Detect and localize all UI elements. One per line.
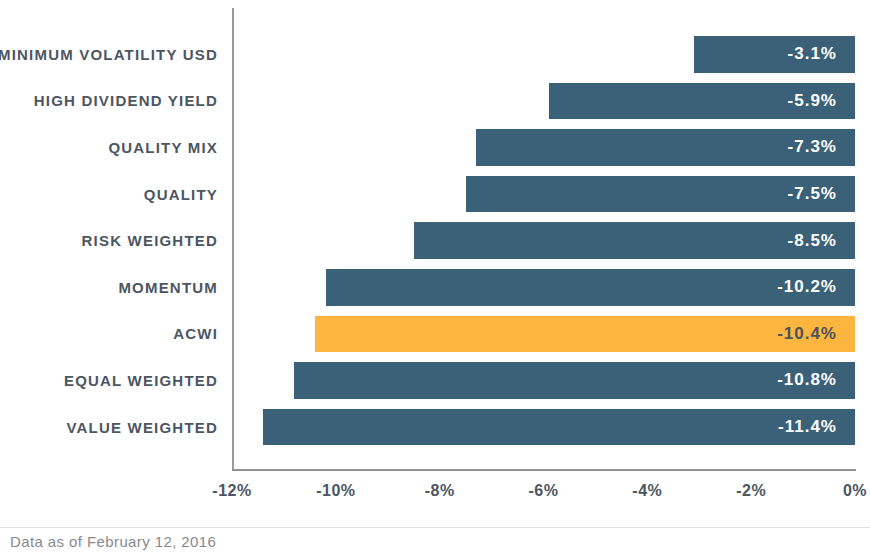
x-axis-tick-label: -12% [212,482,251,500]
category-label: VALUE WEIGHTED [0,409,218,446]
value-label: -7.3% [788,137,855,157]
category-label: RISK WEIGHTED [0,222,218,259]
x-axis-tick-label: -4% [632,482,662,500]
category-label: EQUAL WEIGHTED [0,362,218,399]
value-label: -10.4% [777,324,855,344]
bar: -10.8% [294,362,855,399]
category-label: HIGH DIVIDEND YIELD [0,83,218,120]
category-label: MINIMUM VOLATILITY USD [0,36,218,73]
bar-row: MOMENTUM -10.2% [0,269,870,306]
x-axis-tick-label: -2% [736,482,766,500]
x-axis-tick-label: -8% [425,482,455,500]
bar: -5.9% [549,83,855,120]
value-label: -5.9% [788,91,855,111]
x-axis-tick-label: -10% [316,482,355,500]
bar-row: MINIMUM VOLATILITY USD -3.1% [0,36,870,73]
bar-highlighted: -10.4% [315,316,855,353]
bar: -11.4% [263,409,855,446]
category-label: MOMENTUM [0,269,218,306]
footer-divider [0,527,870,528]
category-label: QUALITY [0,176,218,213]
bar: -3.1% [694,36,855,73]
x-axis-tick-label: 0% [843,482,867,500]
bar-row: QUALITY MIX -7.3% [0,129,870,166]
bar-row: RISK WEIGHTED -8.5% [0,222,870,259]
performance-bar-chart: MINIMUM VOLATILITY USD -3.1% HIGH DIVIDEND… [0,0,870,560]
bar: -7.5% [466,176,855,213]
x-axis-line [232,469,856,471]
value-label: -8.5% [788,231,855,251]
bar: -7.3% [476,129,855,166]
category-label: QUALITY MIX [0,129,218,166]
x-axis-tick-label: -6% [529,482,559,500]
bar: -8.5% [414,222,855,259]
value-label: -7.5% [788,184,855,204]
bar-row: QUALITY -7.5% [0,176,870,213]
bar-row: VALUE WEIGHTED -11.4% [0,409,870,446]
bar: -10.2% [326,269,856,306]
category-label: ACWI [0,316,218,353]
footnote: Data as of February 12, 2016 [10,533,216,550]
bar-row: HIGH DIVIDEND YIELD -5.9% [0,83,870,120]
value-label: -3.1% [788,44,855,64]
value-label: -10.2% [777,277,855,297]
value-label: -10.8% [777,370,855,390]
bar-row: EQUAL WEIGHTED -10.8% [0,362,870,399]
value-label: -11.4% [778,417,855,437]
bar-row: ACWI -10.4% [0,316,870,353]
